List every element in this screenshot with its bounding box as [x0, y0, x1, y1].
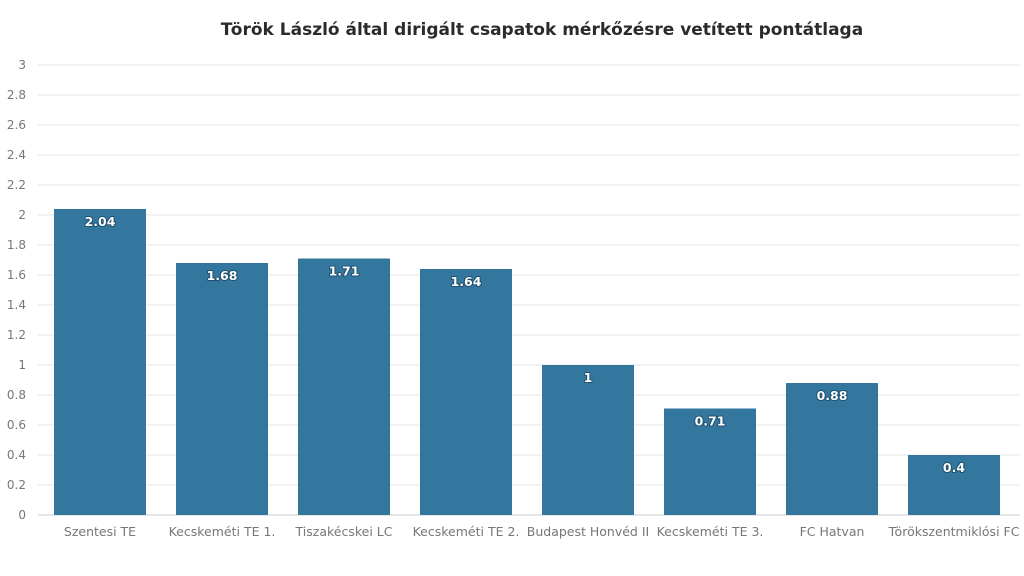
y-tick-label: 2.4 — [7, 148, 26, 162]
y-tick-label: 2.8 — [7, 88, 26, 102]
data-label: 1.64 — [451, 274, 482, 289]
data-label: 1.68 — [207, 268, 238, 283]
y-tick-label: 1.2 — [7, 328, 26, 342]
x-category-label: Kecskeméti TE 1. — [169, 524, 276, 539]
y-tick-label: 2.2 — [7, 178, 26, 192]
y-tick-label: 0.6 — [7, 418, 26, 432]
y-tick-label: 2 — [18, 208, 26, 222]
bar[interactable] — [786, 383, 878, 515]
chart-title: Török László által dirigált csapatok mér… — [220, 20, 864, 40]
x-category-label: Tiszakécskei LC — [295, 524, 393, 539]
data-labels: 2.04 1.68 1.71 1.64 1 0.71 0.88 0.4 — [84, 213, 967, 476]
bar[interactable] — [908, 455, 1000, 515]
bar[interactable] — [420, 269, 512, 515]
bar[interactable] — [298, 258, 390, 516]
data-label: 1 — [584, 370, 593, 385]
bars — [54, 209, 1000, 515]
data-label: 0.4 — [943, 460, 965, 475]
bar[interactable] — [54, 209, 146, 515]
y-tick-label: 0.2 — [7, 478, 26, 492]
y-tick-label: 1.8 — [7, 238, 26, 252]
y-tick-label: 0.4 — [7, 448, 26, 462]
data-label: 1.71 — [329, 264, 360, 279]
y-tick-label: 0.8 — [7, 388, 26, 402]
y-axis-ticks: 0 0.2 0.4 0.6 0.8 1 1.2 1.4 1.6 1.8 2 2.2 2.4 2.6 2.8 3 — [7, 58, 26, 522]
data-label: 0.71 — [695, 414, 726, 429]
data-label: 0.88 — [817, 388, 848, 403]
x-category-label: FC Hatvan — [800, 524, 865, 539]
x-category-label: Kecskeméti TE 3. — [657, 524, 764, 539]
x-category-label: Törökszentmiklósi FC — [888, 524, 1020, 539]
y-tick-label: 1.6 — [7, 268, 26, 282]
y-tick-label: 1.4 — [7, 298, 26, 312]
y-tick-label: 0 — [18, 508, 26, 522]
data-label: 2.04 — [85, 214, 116, 229]
bar[interactable] — [664, 408, 756, 516]
bar[interactable] — [176, 263, 268, 515]
y-tick-label: 3 — [18, 58, 26, 72]
x-category-label: Kecskeméti TE 2. — [413, 524, 520, 539]
y-tick-label: 1 — [18, 358, 26, 372]
y-tick-label: 2.6 — [7, 118, 26, 132]
x-axis-categories: Szentesi TE Kecskeméti TE 1. Tiszakécskei … — [64, 524, 1020, 539]
x-category-label: Budapest Honvéd II — [527, 524, 649, 539]
x-category-label: Szentesi TE — [64, 524, 136, 539]
bar[interactable] — [542, 365, 634, 515]
grid-lines — [38, 64, 1020, 516]
